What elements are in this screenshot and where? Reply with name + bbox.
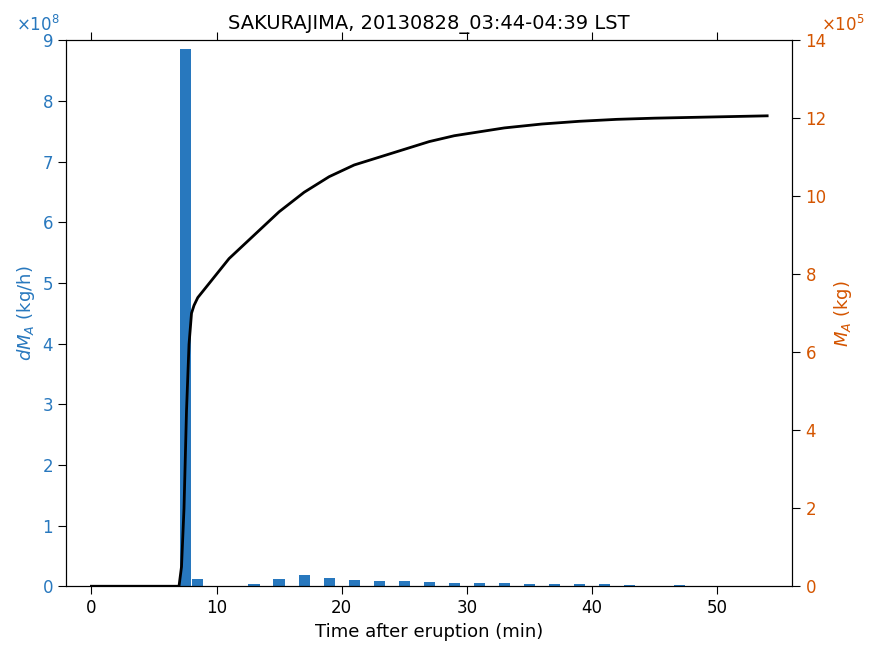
Bar	[524, 584, 535, 586]
Bar	[473, 583, 485, 586]
Text: $\times 10^5$: $\times 10^5$	[821, 14, 864, 35]
Bar	[374, 581, 385, 586]
Title: SAKURAJIMA, 20130828_03:44-04:39 LST: SAKURAJIMA, 20130828_03:44-04:39 LST	[228, 15, 630, 34]
Bar	[499, 583, 510, 586]
Bar	[348, 580, 360, 586]
Bar	[598, 584, 610, 586]
Bar	[549, 584, 560, 586]
Bar	[324, 578, 335, 586]
X-axis label: Time after eruption (min): Time after eruption (min)	[315, 623, 543, 641]
Bar	[248, 584, 260, 586]
Bar	[274, 579, 284, 586]
Bar	[624, 585, 635, 586]
Bar	[298, 575, 310, 586]
Bar	[399, 581, 410, 586]
Text: $\times 10^8$: $\times 10^8$	[16, 14, 60, 35]
Bar	[179, 49, 191, 586]
Bar	[424, 582, 435, 586]
Bar	[674, 585, 685, 586]
Bar	[449, 583, 460, 586]
Y-axis label: $dM_A\ \rm{(kg/h)}$: $dM_A\ \rm{(kg/h)}$	[15, 265, 37, 361]
Bar	[574, 584, 585, 586]
Bar	[192, 579, 203, 586]
Y-axis label: $M_A\ \rm{(kg)}$: $M_A\ \rm{(kg)}$	[832, 280, 854, 346]
